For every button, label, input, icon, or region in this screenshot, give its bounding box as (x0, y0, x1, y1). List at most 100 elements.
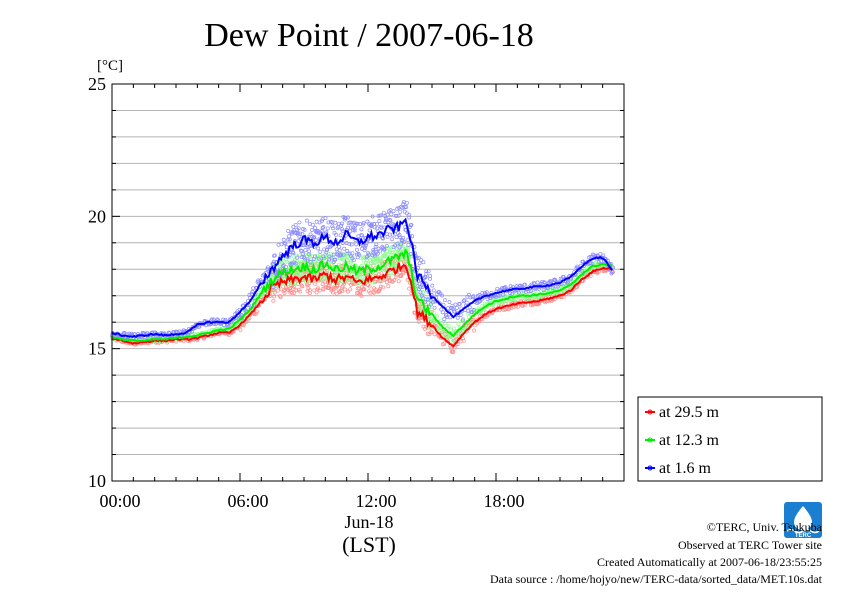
scatter-point (289, 261, 294, 266)
scatter-point (293, 222, 298, 227)
scatter-point (385, 212, 390, 217)
scatter-point (327, 259, 332, 264)
scatter-point (363, 243, 368, 248)
scatter-point (372, 253, 377, 258)
scatter-point (397, 249, 402, 253)
scatter-point (385, 234, 390, 239)
scatter-point (363, 245, 368, 250)
x-ticks: 00:00 06:00 12:00 18:00 (99, 84, 625, 511)
scatter-point (247, 293, 252, 297)
scatter-point (525, 296, 530, 301)
scatter-point (339, 223, 344, 228)
footer: ©TERC, Univ. Tsukuba Observed at TERC To… (490, 520, 823, 586)
scatter-point (330, 224, 335, 229)
scatter-point (340, 271, 344, 276)
scatter-point (375, 253, 380, 258)
scatter-point (390, 237, 394, 242)
scatter-point (302, 227, 307, 232)
scatter-point (443, 298, 447, 303)
scatter-point (369, 222, 374, 227)
scatter-point (460, 336, 465, 341)
scatter-point (378, 287, 383, 291)
scatter-point (271, 298, 276, 303)
scatter-point (287, 234, 291, 239)
scatter-point (396, 279, 401, 284)
scatter-point (373, 244, 378, 249)
footer-observed: Observed at TERC Tower site (678, 538, 822, 552)
x-axis-timezone-label: (LST) (342, 532, 396, 557)
scatter-point (550, 287, 555, 292)
scatter-point (272, 290, 277, 295)
scatter-point (321, 225, 326, 229)
scatter-point (325, 245, 330, 250)
scatter-point (254, 311, 259, 316)
scatter-point (325, 226, 330, 231)
scatter-point (431, 288, 436, 293)
scatter-point (528, 288, 533, 293)
scatter-point (426, 269, 431, 274)
scatter-point (439, 318, 444, 323)
scatter-point (395, 241, 400, 246)
scatter-point (301, 243, 306, 248)
scatter-point (508, 284, 513, 289)
scatter-point (398, 209, 403, 214)
scatter-point (457, 302, 462, 306)
scatter-point (472, 328, 477, 333)
scatter-point (447, 300, 452, 305)
scatter-point (360, 233, 365, 238)
scatter-point (443, 321, 447, 326)
scatter-point (325, 247, 329, 252)
scatter-point (421, 260, 426, 265)
scatter-point (357, 252, 362, 257)
scatter-point (289, 290, 294, 295)
scatter-point (497, 301, 502, 306)
scatter-point (596, 260, 601, 265)
legend-label: at 12.3 m (659, 432, 720, 449)
scatter-point (292, 258, 297, 262)
y-tick-label: 20 (88, 206, 106, 226)
y-tick-label: 15 (88, 339, 106, 359)
scatter-point (362, 287, 367, 292)
scatter-point (588, 274, 593, 278)
scatter-point (381, 285, 385, 290)
scatter-point (296, 238, 301, 243)
scatter-point (316, 228, 321, 233)
scatter-point (340, 289, 344, 294)
scatter-point (466, 314, 471, 319)
scatter-point (386, 284, 391, 289)
scatter-point (286, 237, 291, 242)
scatter-point (359, 263, 364, 268)
scatter-point (341, 252, 346, 257)
scatter-point (415, 282, 420, 287)
scatter-point (239, 312, 244, 317)
scatter-point (333, 220, 338, 225)
scatter-point (448, 315, 453, 320)
scatter-point (295, 231, 300, 235)
scatter-point (428, 302, 433, 307)
y-tick-label: 25 (88, 74, 106, 94)
scatter-point (320, 267, 325, 272)
scatter-point (399, 242, 403, 247)
scatter-point (298, 272, 303, 277)
scatter-point (372, 279, 377, 284)
scatter-point (337, 248, 342, 253)
wave-icon (786, 528, 820, 534)
scatter-point (366, 261, 371, 266)
x-axis-date-label: Jun-18 (345, 512, 394, 532)
series-lines (111, 217, 613, 348)
scatter-point (313, 238, 318, 243)
scatter-point (272, 253, 277, 258)
scatter-point (291, 251, 296, 255)
scatter-point (326, 220, 331, 225)
scatter-point (271, 261, 276, 266)
scatter-point (275, 288, 280, 293)
scatter-point (510, 291, 515, 296)
scatter-point (437, 325, 441, 329)
scatter-point (286, 228, 291, 233)
scatter-point (334, 232, 338, 237)
scatter-point (271, 285, 276, 290)
scatter-point (442, 317, 447, 321)
scatter-point (409, 222, 414, 227)
scatter-point (287, 261, 292, 265)
scatter-point (291, 286, 296, 291)
